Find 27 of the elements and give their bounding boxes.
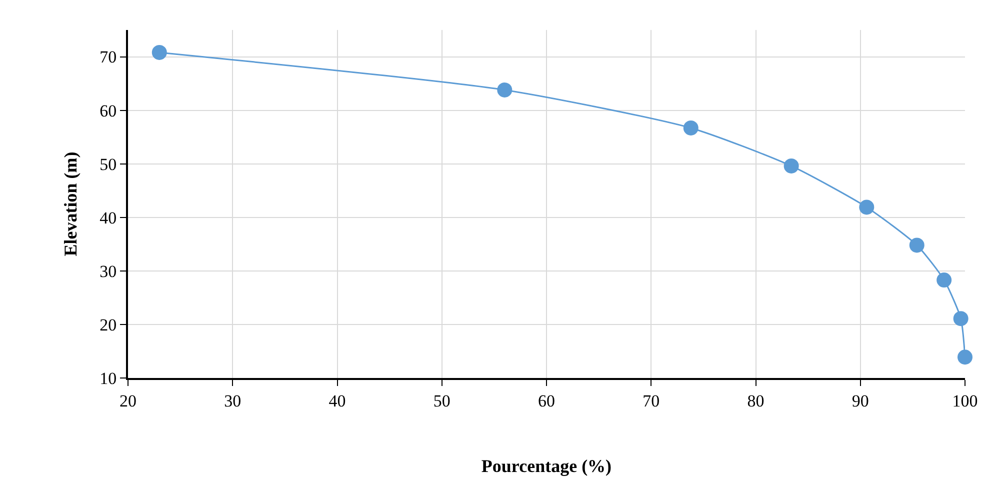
y-tick-label: 70 bbox=[100, 48, 117, 67]
x-axis-title: Pourcentage (%) bbox=[481, 456, 612, 476]
y-tick-label: 20 bbox=[100, 315, 117, 334]
x-tick-label: 30 bbox=[224, 391, 242, 410]
x-tick-label: 70 bbox=[642, 391, 660, 410]
point bbox=[936, 272, 952, 288]
point bbox=[953, 311, 968, 326]
x-tick-label: 80 bbox=[747, 391, 764, 410]
y-tick-label: 40 bbox=[100, 208, 117, 228]
x-tick-label: 50 bbox=[433, 391, 450, 410]
x-tick-label: 20 bbox=[120, 391, 136, 410]
point bbox=[958, 350, 972, 365]
y-tick-label: 60 bbox=[100, 101, 117, 120]
point bbox=[152, 44, 167, 60]
y-tick-label: 10 bbox=[100, 368, 117, 388]
point bbox=[497, 82, 512, 98]
point bbox=[683, 120, 698, 136]
x-tick-label: 60 bbox=[538, 391, 555, 410]
y-tick-label: 50 bbox=[100, 154, 117, 174]
y-axis-title: Elevation (m) bbox=[60, 152, 80, 256]
x-tick-label: 40 bbox=[328, 391, 346, 410]
point bbox=[909, 238, 924, 253]
x-tick-label: 90 bbox=[852, 391, 869, 410]
y-tick-label: 30 bbox=[100, 262, 117, 281]
point bbox=[859, 200, 874, 215]
point bbox=[784, 158, 799, 174]
x-tick-label: 100 bbox=[952, 391, 978, 410]
